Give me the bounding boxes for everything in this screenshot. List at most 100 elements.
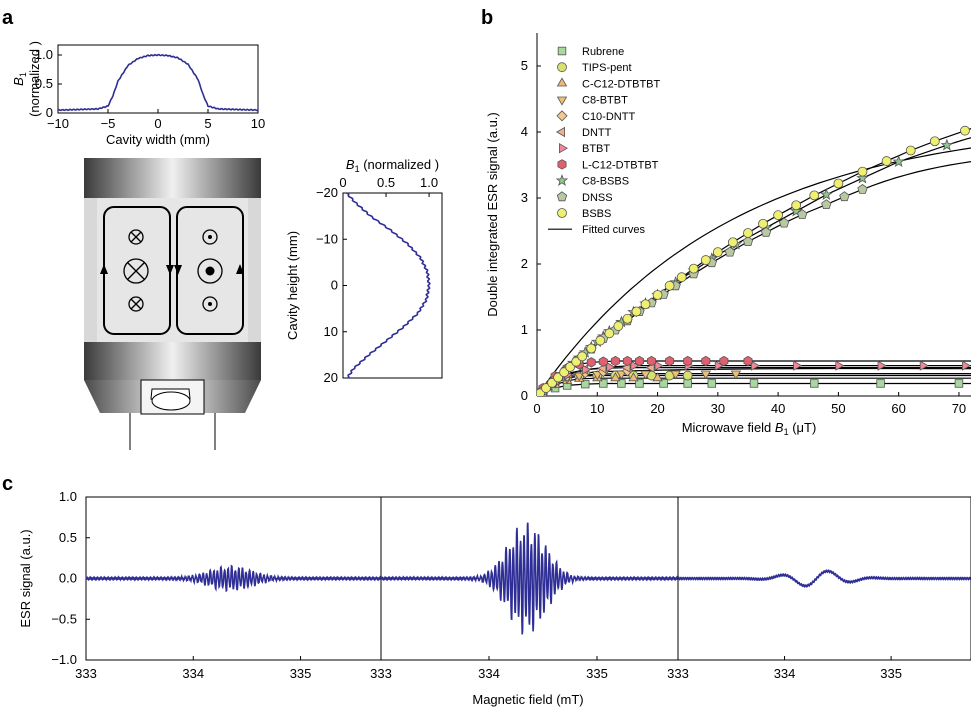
b-legend-label: C10-DNTT bbox=[582, 111, 635, 123]
b-point bbox=[749, 379, 759, 388]
c-xlabel: Magnetic field (mT) bbox=[472, 692, 583, 707]
a-top-ytick-label: 1.0 bbox=[35, 47, 53, 62]
b-xtick-label: 60 bbox=[891, 401, 905, 416]
b-point bbox=[839, 191, 850, 202]
b-point bbox=[954, 379, 964, 388]
b-point bbox=[728, 237, 738, 248]
a-side-ytick-label: 0 bbox=[331, 278, 338, 293]
a-top-xtick-label: 0 bbox=[154, 116, 161, 131]
a-top-ytick-label: 0 bbox=[46, 105, 53, 120]
b-point bbox=[598, 356, 608, 367]
b-ytick-label: 3 bbox=[521, 190, 528, 205]
b-ytick-label: 0 bbox=[521, 388, 528, 403]
b-point bbox=[574, 372, 585, 382]
b-point bbox=[555, 174, 569, 186]
b-point bbox=[556, 96, 568, 106]
a-side-ylabel: Cavity height (mm) bbox=[285, 231, 300, 340]
b-point bbox=[664, 280, 675, 291]
b-point bbox=[778, 217, 790, 228]
b-point bbox=[659, 379, 668, 388]
b-point bbox=[797, 209, 808, 219]
b-point bbox=[892, 155, 905, 168]
b-legend-label: DNSS bbox=[582, 192, 613, 204]
b-point bbox=[682, 370, 693, 381]
c-ytick-label: 0.5 bbox=[59, 530, 77, 545]
b-point bbox=[905, 145, 916, 156]
b-point bbox=[617, 379, 626, 388]
c-xtick-label: 335 bbox=[880, 666, 902, 681]
c-xtick-label: 335 bbox=[290, 666, 312, 681]
b-point bbox=[960, 125, 970, 136]
b-point bbox=[760, 226, 772, 237]
b-point bbox=[791, 200, 802, 211]
b-legend-label: TIPS-pent bbox=[582, 62, 632, 74]
b-point bbox=[557, 208, 567, 218]
panel-a-height-profile: 0 0.5 1.0 −20 −10 0 10 20 B1 (normalized ) Cavity… bbox=[285, 157, 443, 385]
b-legend-label: C-C12-DTBTBT bbox=[582, 78, 661, 90]
b-point bbox=[751, 360, 761, 371]
b-point bbox=[701, 355, 711, 367]
b-point bbox=[635, 355, 644, 367]
b-point bbox=[919, 360, 929, 371]
b-point bbox=[833, 178, 844, 189]
b-point bbox=[557, 46, 567, 56]
panel-a-width-profile: −10 −5 0 5 10 0 0.5 1.0 Cavity width (mm) B1 (norm… bbox=[11, 41, 265, 147]
b-legend-label: L-C12-DTBTBT bbox=[582, 159, 659, 171]
b-point bbox=[856, 171, 869, 184]
b-point bbox=[940, 138, 954, 151]
b-point bbox=[929, 136, 940, 147]
b-point bbox=[557, 159, 567, 170]
b-point bbox=[582, 364, 592, 375]
a-side-ytick-label: −20 bbox=[316, 185, 338, 200]
c-xtick-label: 335 bbox=[586, 666, 608, 681]
a-side-ytick-label: 20 bbox=[324, 370, 338, 385]
a-top-curve bbox=[57, 53, 259, 112]
b-xtick-label: 70 bbox=[952, 401, 966, 416]
a-side-frame bbox=[342, 192, 443, 379]
b-point bbox=[606, 361, 616, 373]
b-xtick-label: 20 bbox=[650, 401, 664, 416]
b-point bbox=[789, 204, 803, 217]
b-point bbox=[628, 372, 639, 382]
b-point bbox=[724, 246, 736, 257]
a-top-xtick-label: 10 bbox=[251, 116, 265, 131]
b-point bbox=[555, 126, 565, 138]
cavity-schematic bbox=[84, 158, 261, 450]
b-ytick-label: 2 bbox=[521, 256, 528, 271]
b-point bbox=[577, 351, 588, 362]
b-point bbox=[559, 143, 569, 154]
b-point bbox=[742, 236, 754, 247]
b-legend-label: Rubrene bbox=[582, 46, 624, 58]
a-side-xtick-label: 0.5 bbox=[377, 175, 395, 190]
b-point bbox=[707, 379, 717, 388]
b-xtick-label: 50 bbox=[831, 401, 845, 416]
a-side-xlabel: B1 (normalized ) bbox=[346, 157, 439, 174]
b-point bbox=[773, 210, 784, 221]
c-ytick-label: 1.0 bbox=[59, 489, 77, 504]
b-point bbox=[700, 370, 711, 380]
b-point bbox=[743, 228, 753, 238]
c-spectrum bbox=[85, 564, 382, 593]
b-ylabel: Double integrated ESR signal (a.u.) bbox=[485, 112, 500, 317]
a-top-xtick-label: −10 bbox=[47, 116, 69, 131]
b-xtick-label: 10 bbox=[590, 401, 604, 416]
b-point bbox=[586, 343, 597, 354]
b-point bbox=[700, 255, 711, 265]
a-side-ytick-label: −10 bbox=[316, 231, 338, 246]
b-point bbox=[665, 355, 675, 367]
panel-label-a: a bbox=[2, 7, 14, 29]
b-point bbox=[640, 299, 651, 310]
b-point bbox=[670, 370, 681, 380]
b-legend: Rubrene TIPS-pent C-C12-DTBTBT C8-BTBT C10-D… bbox=[548, 46, 661, 236]
b-point bbox=[616, 370, 627, 380]
panel-c-esr-spectra: 333 334 335 −1.0 −0.5 0.0 0.5 1.0 333 334 335 333 33… bbox=[18, 489, 971, 707]
b-point bbox=[688, 263, 699, 274]
c-xtick-label: 333 bbox=[370, 666, 392, 681]
c-ylabel: ESR signal (a.u.) bbox=[18, 529, 33, 627]
b-point bbox=[622, 313, 633, 324]
b-point bbox=[809, 190, 820, 201]
b-legend-label: C8-BSBS bbox=[582, 176, 629, 188]
b-point bbox=[793, 360, 803, 371]
b-point bbox=[647, 355, 656, 367]
